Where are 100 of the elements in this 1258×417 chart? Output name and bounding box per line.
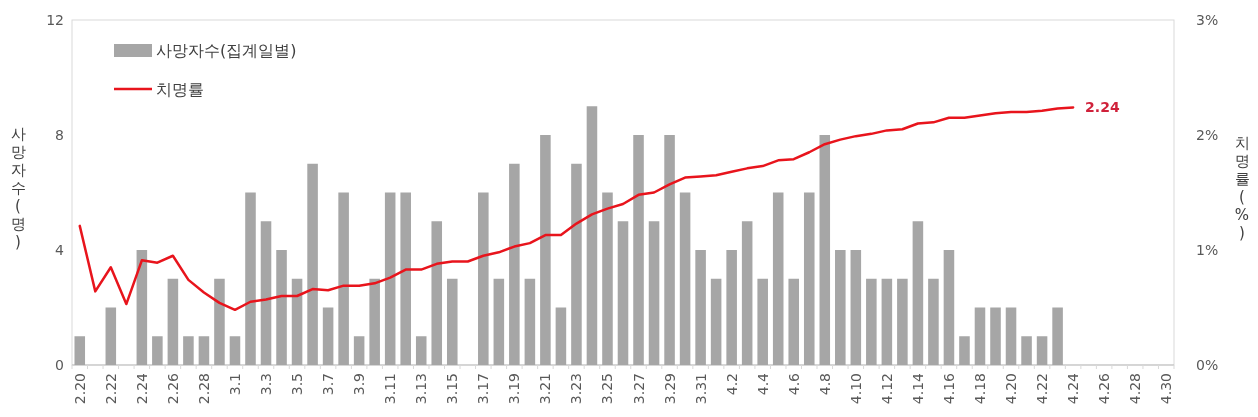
bar (478, 192, 489, 365)
y-tick-label: 12 (46, 12, 64, 28)
bar (1005, 307, 1017, 365)
x-tick-label: 4.12 (878, 373, 895, 405)
bar (679, 192, 691, 365)
bar (1021, 336, 1032, 365)
x-tick-label: 2.28 (195, 373, 212, 405)
x-tick-label: 3.29 (661, 373, 678, 405)
bar (1036, 336, 1048, 365)
bar (710, 278, 722, 365)
x-tick-label: 4.6 (785, 372, 802, 396)
bar (1052, 307, 1063, 365)
legend-label: 치명률 (156, 80, 204, 99)
bar (260, 221, 272, 365)
annotation: 2.24 (1085, 99, 1120, 116)
bar (602, 192, 613, 365)
x-tick-label: 2.20 (71, 373, 88, 405)
bar (695, 250, 706, 365)
bar (726, 250, 737, 365)
x-tick-label: 3.23 (568, 373, 585, 405)
bar (198, 336, 210, 365)
x-tick-label: 4.16 (940, 372, 957, 405)
bar (152, 336, 163, 365)
bar (648, 221, 660, 365)
x-tick-label: 3.7 (320, 373, 337, 396)
bar (322, 307, 334, 365)
x-tick-label: 4.28 (1127, 373, 1144, 405)
bar (897, 278, 908, 365)
bar (803, 192, 815, 365)
bar (384, 192, 396, 365)
bar (633, 135, 644, 365)
bar (74, 336, 86, 365)
bar (415, 336, 427, 365)
bar (664, 135, 675, 365)
bar (369, 278, 380, 365)
x-tick-label: 3.27 (630, 373, 647, 405)
x-tick-label: 4.26 (1096, 372, 1113, 405)
bar (291, 278, 303, 365)
bar (540, 135, 551, 365)
bar (493, 278, 505, 365)
x-tick-label: 4.4 (754, 372, 771, 396)
bar (912, 221, 924, 365)
bar (431, 221, 443, 365)
bar (214, 278, 225, 365)
x-tick-label: 4.24 (1065, 372, 1082, 405)
x-tick-label: 2.24 (133, 372, 150, 405)
y-tick-label: 4 (55, 242, 65, 258)
bar (990, 307, 1001, 365)
x-tick-label: 3.3 (258, 373, 275, 396)
bar (741, 221, 753, 365)
x-tick-label: 3.31 (692, 373, 709, 405)
bar (509, 163, 520, 365)
bar (400, 192, 411, 365)
bar (928, 278, 939, 365)
bar (835, 250, 846, 365)
y-tick-label: 8 (55, 127, 64, 143)
x-tick-label: 3.21 (537, 373, 554, 405)
bar (446, 278, 458, 365)
bar (819, 135, 831, 365)
x-tick-label: 3.15 (444, 373, 461, 405)
x-tick-label: 3.5 (289, 373, 306, 396)
y-tick-label: 0 (55, 357, 64, 373)
x-tick-label: 3.19 (506, 373, 523, 405)
x-tick-label: 2.22 (102, 373, 119, 405)
x-tick-label: 3.9 (351, 373, 368, 396)
bar (974, 307, 986, 365)
x-tick-label: 4.22 (1034, 373, 1051, 405)
bar (959, 336, 970, 365)
bar (571, 163, 582, 365)
bar (617, 221, 629, 365)
legend-label: 사망자수(집계일별) (156, 41, 297, 60)
x-tick-label: 3.13 (413, 373, 430, 405)
bar (183, 336, 194, 365)
bar (881, 278, 893, 365)
x-tick-label: 2.26 (164, 372, 181, 405)
x-tick-label: 3.25 (599, 373, 616, 405)
bar (943, 250, 955, 365)
bar (866, 278, 877, 365)
x-tick-label: 3.11 (382, 373, 399, 405)
line-series (78, 106, 1075, 312)
x-tick-label: 4.30 (1158, 373, 1175, 405)
x-tick-label: 4.18 (971, 373, 988, 405)
x-tick-label: 4.2 (723, 373, 740, 396)
bar (338, 192, 349, 365)
bar (136, 250, 148, 365)
bar (757, 278, 768, 365)
bar (353, 336, 365, 365)
x-tick-label: 4.10 (847, 373, 864, 405)
bar (555, 307, 567, 365)
x-tick-label: 4.20 (1003, 373, 1020, 405)
bar (167, 278, 179, 365)
y2-tick-label: 1% (1196, 242, 1219, 258)
bar (245, 192, 256, 365)
y-axis-title: 사망자수(명) (10, 124, 26, 251)
y2-tick-label: 0% (1196, 357, 1219, 373)
bar (586, 106, 598, 365)
bar (788, 278, 800, 365)
x-tick-label: 4.14 (909, 372, 926, 405)
x-tick-label: 3.17 (475, 373, 492, 405)
y2-tick-label: 3% (1196, 12, 1219, 28)
